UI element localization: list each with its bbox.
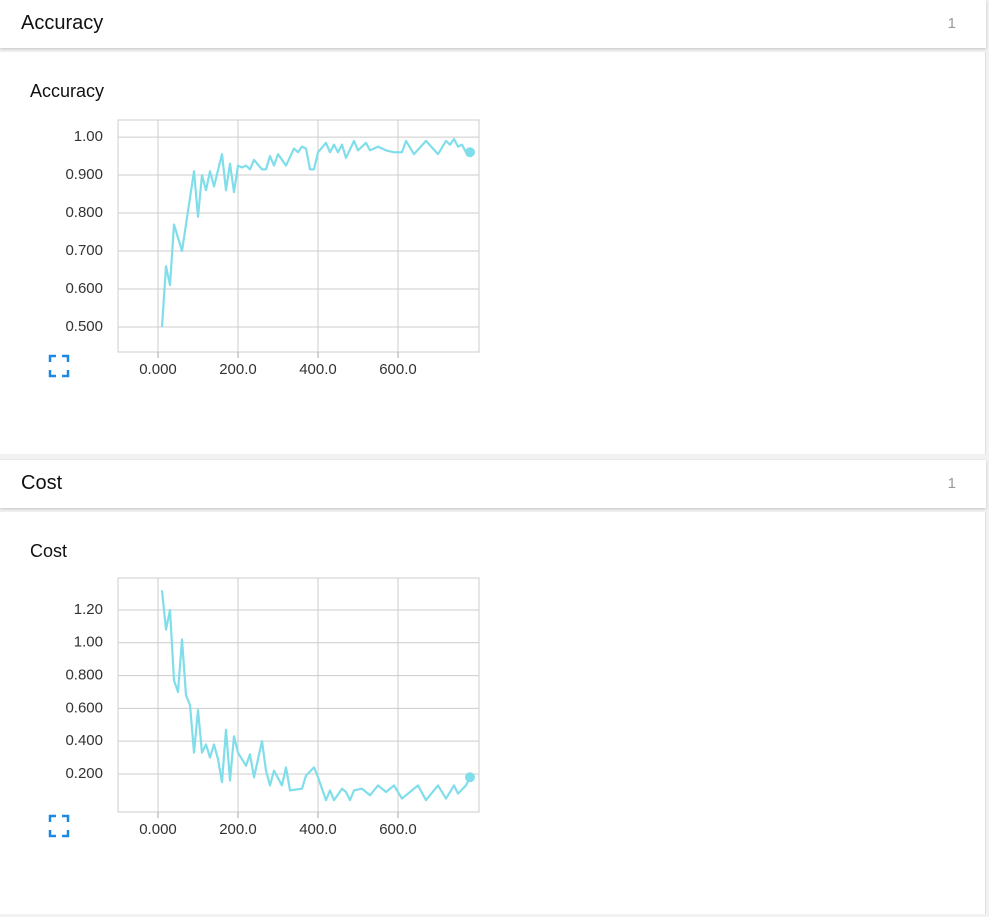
x-tick-label: 600.0: [379, 361, 417, 378]
x-tick-label: 0.000: [139, 821, 177, 838]
expand-icon[interactable]: [48, 354, 70, 378]
y-tick-label: 1.20: [74, 601, 103, 618]
y-tick-label: 0.800: [65, 667, 103, 684]
x-tick-label: 0.000: [139, 361, 177, 378]
y-tick-label: 0.600: [65, 699, 103, 716]
x-tick-label: 200.0: [219, 361, 257, 378]
card: [0, 52, 986, 454]
y-tick-label: 1.00: [74, 128, 103, 145]
series-line: [160, 590, 471, 802]
y-tick-label: 0.200: [65, 765, 103, 782]
y-tick-label: 0.400: [65, 732, 103, 749]
plot-frame: [117, 577, 480, 813]
chart-title: Accuracy: [30, 81, 104, 101]
card: [0, 512, 986, 914]
x-tick-label: 400.0: [299, 361, 337, 378]
chart-title: Cost: [30, 541, 67, 561]
y-tick-label: 0.900: [65, 166, 103, 183]
series-line: [160, 137, 470, 328]
section-header[interactable]: Accuracy 1: [0, 0, 986, 48]
y-tick-label: 0.600: [65, 280, 103, 297]
x-tick-label: 400.0: [299, 821, 337, 838]
expand-icon[interactable]: [48, 814, 70, 838]
y-tick-label: 0.500: [65, 318, 103, 335]
last-point: [465, 772, 475, 783]
y-tick-label: 0.800: [65, 204, 103, 221]
y-tick-label: 0.700: [65, 242, 103, 259]
y-tick-label: 1.00: [74, 634, 103, 651]
last-point: [465, 147, 475, 158]
section-title: Cost: [21, 472, 63, 494]
section-title: Accuracy: [21, 12, 104, 34]
section-count: 1: [947, 15, 956, 32]
section-header[interactable]: Cost 1: [0, 460, 986, 508]
section-count: 1: [947, 475, 956, 492]
x-tick-label: 600.0: [379, 821, 417, 838]
x-tick-label: 200.0: [219, 821, 257, 838]
plot-frame: [117, 119, 480, 353]
